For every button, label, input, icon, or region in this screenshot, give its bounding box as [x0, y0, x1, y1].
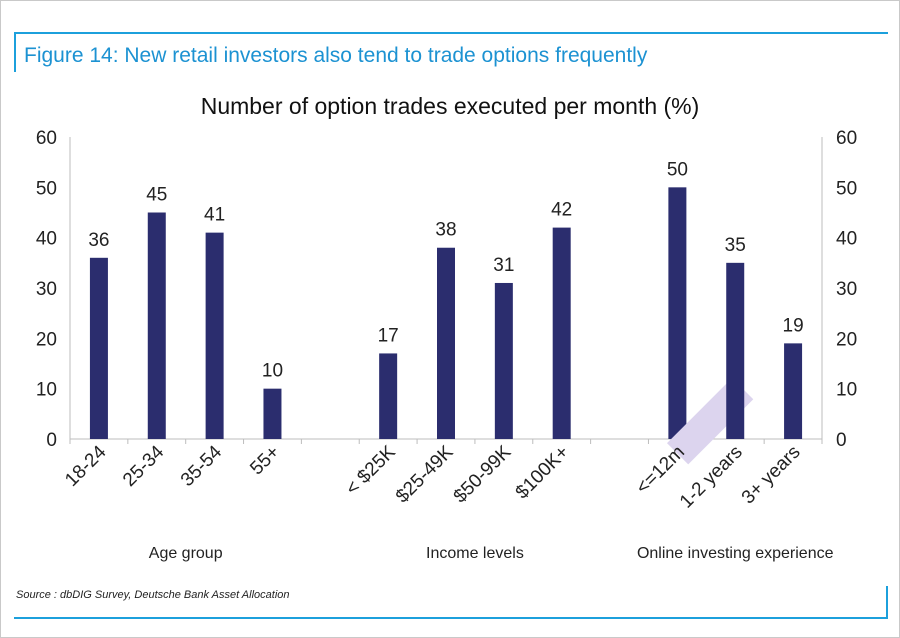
data-label: 31 [493, 255, 514, 276]
data-label: 42 [551, 200, 572, 221]
figure-title: Figure 14: New retail investors also ten… [24, 44, 648, 67]
y-tick-label-right: 50 [836, 178, 857, 199]
data-label: 45 [146, 185, 167, 206]
data-label: 19 [783, 315, 804, 336]
bar [147, 212, 166, 439]
group-label: Age group [149, 545, 223, 562]
bottom-rule [14, 617, 888, 619]
y-tick-label-left: 50 [36, 178, 57, 199]
data-label: 17 [378, 325, 399, 346]
y-tick-label-right: 30 [836, 279, 857, 300]
x-tick-label: $25-49K [392, 441, 458, 507]
data-label: 10 [262, 361, 283, 382]
y-tick-label-left: 10 [36, 380, 57, 401]
group-label: Online investing experience [637, 545, 834, 562]
bar [379, 353, 398, 439]
x-tick-label: 35-54 [177, 441, 227, 491]
y-tick-label-right: 60 [836, 128, 857, 149]
x-tick-label: 18-24 [61, 441, 111, 491]
bar [494, 282, 513, 439]
y-tick-label-left: 20 [36, 329, 57, 350]
bar [552, 227, 571, 439]
y-tick-label-left: 60 [36, 128, 57, 149]
bar [784, 343, 803, 439]
data-label: 50 [667, 159, 688, 180]
x-tick-label: $50-99K [450, 441, 516, 507]
x-tick-label: 3+ years [738, 442, 805, 509]
bar [89, 257, 108, 439]
y-tick-label-right: 0 [836, 430, 847, 451]
bar [726, 262, 745, 439]
bar [437, 247, 455, 439]
data-label: 41 [204, 205, 225, 226]
y-tick-label-left: 0 [46, 430, 57, 451]
y-tick-label-right: 10 [836, 380, 857, 401]
x-tick-label: <=12m [632, 442, 689, 499]
y-tick-label-right: 40 [836, 229, 857, 250]
x-tick-label: 25-34 [119, 441, 169, 491]
chart-title: Number of option trades executed per mon… [201, 93, 700, 119]
data-label: 36 [88, 230, 109, 251]
data-label: 35 [725, 235, 746, 256]
source-note: Source : dbDIG Survey, Deutsche Bank Ass… [16, 589, 290, 601]
bottom-accent-bar [886, 586, 888, 619]
y-tick-label-right: 20 [836, 329, 857, 350]
x-tick-label: < $25K [342, 441, 400, 499]
x-tick-label: $100K+ [512, 442, 574, 504]
title-accent-bar [14, 32, 16, 72]
top-rule [14, 32, 888, 34]
bar [205, 232, 224, 439]
data-label: 38 [435, 220, 456, 241]
bar [263, 388, 282, 439]
y-tick-label-left: 40 [36, 229, 57, 250]
x-tick-label: 55+ [246, 442, 284, 480]
group-label: Income levels [426, 545, 524, 562]
bar [668, 187, 687, 439]
y-tick-label-left: 30 [36, 279, 57, 300]
